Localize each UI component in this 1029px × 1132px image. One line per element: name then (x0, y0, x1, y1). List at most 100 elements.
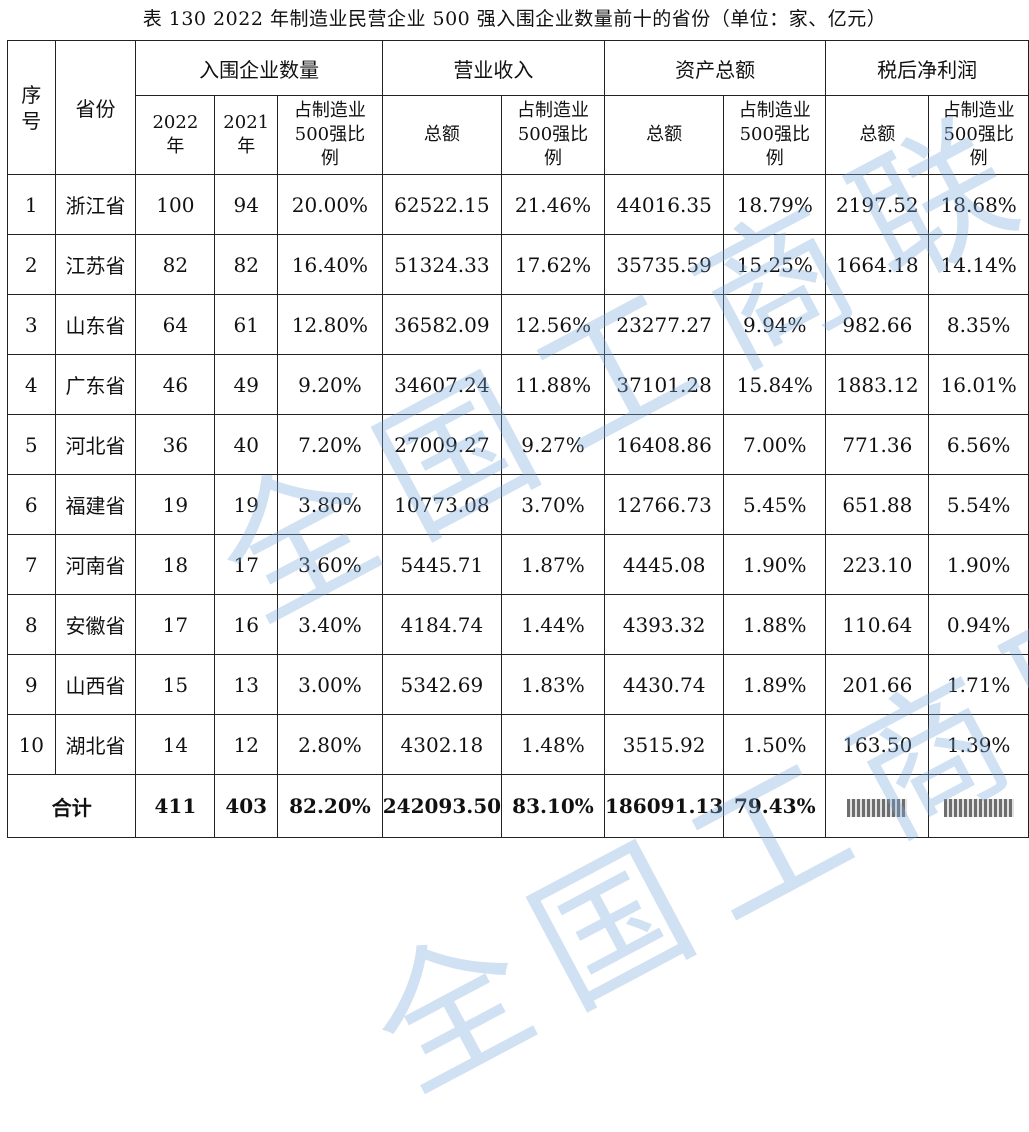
cell-c22: 82 (135, 234, 216, 295)
cell-revs: 1.48% (501, 714, 605, 775)
table-row: 1 浙江省 100 94 20.00% 62522.15 21.46% 44016.35 18.… (7, 174, 1029, 235)
cell-revs: 12.56% (501, 294, 605, 355)
cell-revs: 21.46% (501, 174, 605, 235)
table-caption: 表 130 2022 年制造业民营企业 500 强入围企业数量前十的省份（单位：… (142, 8, 887, 30)
cell-pft: 163.50 (825, 714, 930, 775)
cell-no: 4 (7, 354, 56, 415)
header-profit-group: 税后净利润 (825, 40, 1029, 96)
cell-asts: 5.45% (723, 474, 827, 535)
cell-ast: 4445.08 (603, 534, 725, 595)
cell-no: 10 (7, 714, 56, 775)
cell-cs: 3.80% (277, 474, 383, 535)
cell-rev: 34607.24 (381, 354, 503, 415)
cell-c22: 18 (135, 534, 216, 595)
cell-pfts: 6.56% (928, 414, 1029, 475)
cell-prov: 浙江省 (54, 174, 137, 235)
cell-ast: 3515.92 (603, 714, 725, 775)
cell-asts: 1.90% (723, 534, 827, 595)
table-row: 9 山西省 15 13 3.00% 5342.69 1.83% 4430.74 1.89% 201… (7, 654, 1029, 715)
cell-asts: 1.50% (723, 714, 827, 775)
cell-cs: 12.80% (277, 294, 383, 355)
cell-c22: 64 (135, 294, 216, 355)
cell-revs: 9.27% (501, 414, 605, 475)
cell-prov: 福建省 (54, 474, 137, 535)
cell-pfts: 1.90% (928, 534, 1029, 595)
cell-pfts: 5.54% (928, 474, 1029, 535)
cell-cs: 2.80% (277, 714, 383, 775)
table-row: 10 湖北省 14 12 2.80% 4302.18 1.48% 3515.92 1.50% 16… (7, 714, 1029, 775)
header-province: 省份 (54, 40, 137, 175)
cell-pfts: 16.01% (928, 354, 1029, 415)
cell-rev: 51324.33 (381, 234, 503, 295)
total-label: 合计 (6, 774, 137, 838)
cell-no: 9 (7, 654, 56, 715)
header-2022: 2022年 (135, 95, 216, 175)
cell-no: 1 (7, 174, 56, 235)
cell-c21: 40 (214, 414, 279, 475)
cell-rev: 36582.09 (381, 294, 503, 355)
cell-rev: 4184.74 (381, 594, 503, 655)
province-table: 序号 省份 入围企业数量 营业收入 资产总额 税后净利润 2022年 2021年… (6, 40, 1029, 838)
cell-ast: 16408.86 (603, 414, 725, 475)
table-row: 7 河南省 18 17 3.60% 5445.71 1.87% 4445.08 1.90% 223… (7, 534, 1029, 595)
cell-c22: 46 (135, 354, 216, 415)
header-profit-total: 总额 (825, 95, 930, 175)
table-row: 3 山东省 64 61 12.80% 36582.09 12.56% 23277.27 9.94… (7, 294, 1029, 355)
cell-c22: 36 (135, 414, 216, 475)
cell-asts: 18.79% (723, 174, 827, 235)
cell-c22: 14 (135, 714, 216, 775)
cell-ast: 4430.74 (603, 654, 725, 715)
table-row: 8 安徽省 17 16 3.40% 4184.74 1.44% 4393.32 1.88% 110… (7, 594, 1029, 655)
header-2021: 2021年 (214, 95, 279, 175)
cell-revs: 1.44% (501, 594, 605, 655)
cell-c21: 49 (214, 354, 279, 415)
cell-c21: 12 (214, 714, 279, 775)
table-row: 6 福建省 19 19 3.80% 10773.08 3.70% 12766.73 5.45% 6… (7, 474, 1029, 535)
cell-c21: 61 (214, 294, 279, 355)
total-ast: 186091.13 (603, 774, 725, 838)
cell-pft: 1883.12 (825, 354, 930, 415)
cell-rev: 5342.69 (381, 654, 503, 715)
total-asts: 79.43% (723, 774, 827, 838)
cell-rev: 4302.18 (381, 714, 503, 775)
cell-asts: 9.94% (723, 294, 827, 355)
cell-cs: 3.00% (277, 654, 383, 715)
cell-no: 5 (7, 414, 56, 475)
header-count-group: 入围企业数量 (135, 40, 383, 96)
cell-revs: 1.83% (501, 654, 605, 715)
cell-pft: 223.10 (825, 534, 930, 595)
cell-cs: 9.20% (277, 354, 383, 415)
cell-c22: 19 (135, 474, 216, 535)
cell-c22: 15 (135, 654, 216, 715)
cell-rev: 27009.27 (381, 414, 503, 475)
cell-ast: 35735.59 (603, 234, 725, 295)
cell-prov: 江苏省 (54, 234, 137, 295)
cell-cs: 7.20% (277, 414, 383, 475)
total-c22: 411 (135, 774, 216, 838)
cell-ast: 44016.35 (603, 174, 725, 235)
cell-prov: 广东省 (54, 354, 137, 415)
header-revenue-total: 总额 (381, 95, 503, 175)
cell-cs: 16.40% (277, 234, 383, 295)
cell-c21: 82 (214, 234, 279, 295)
obscured-value (943, 798, 1014, 817)
cell-ast: 4393.32 (603, 594, 725, 655)
cell-ast: 12766.73 (603, 474, 725, 535)
cell-pfts: 0.94% (928, 594, 1029, 655)
cell-c21: 16 (214, 594, 279, 655)
cell-c21: 19 (214, 474, 279, 535)
cell-no: 2 (7, 234, 56, 295)
cell-pft: 201.66 (825, 654, 930, 715)
cell-rev: 5445.71 (381, 534, 503, 595)
cell-c21: 94 (214, 174, 279, 235)
cell-prov: 河北省 (54, 414, 137, 475)
cell-pfts: 18.68% (928, 174, 1029, 235)
cell-pft: 2197.52 (825, 174, 930, 235)
cell-cs: 3.60% (277, 534, 383, 595)
total-rev: 242093.50 (381, 774, 503, 838)
cell-pft: 651.88 (825, 474, 930, 535)
total-profit-obscured (825, 774, 930, 838)
cell-asts: 1.88% (723, 594, 827, 655)
cell-revs: 3.70% (501, 474, 605, 535)
table-body: 1 浙江省 100 94 20.00% 62522.15 21.46% 44016.35 18.… (6, 174, 1029, 838)
